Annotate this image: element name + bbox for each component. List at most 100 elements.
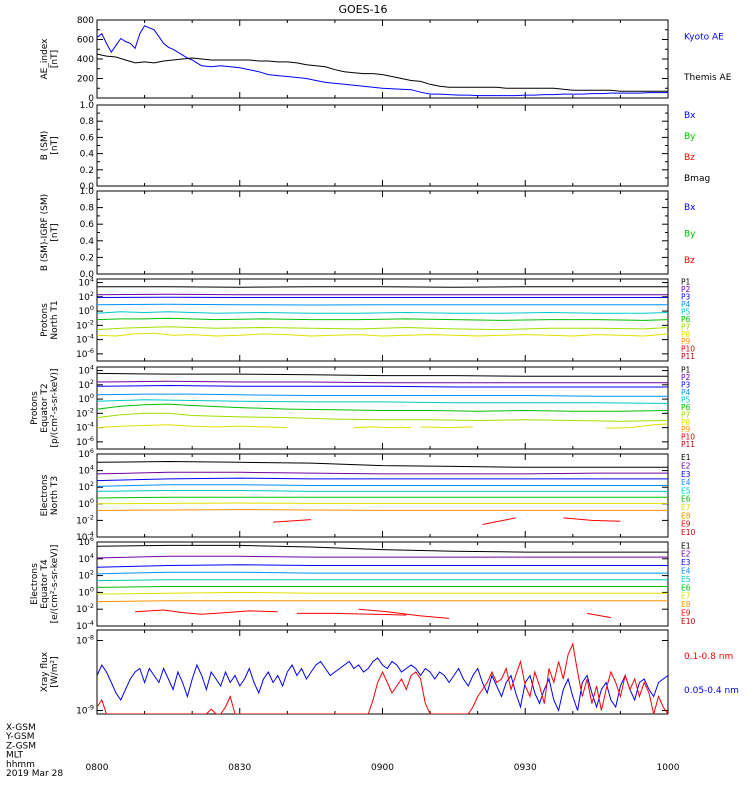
legend-entry: P1 — [681, 278, 691, 287]
series-line-p8 — [97, 424, 288, 429]
series-group — [97, 372, 668, 429]
footer-row-label: 2019 Mar 28 — [6, 769, 63, 779]
series-line-themis-ae — [97, 53, 668, 92]
legend-entry: P9 — [681, 337, 691, 346]
legend-entry: E3 — [681, 558, 691, 567]
footer-row-label: Y-GSM — [5, 732, 34, 742]
time-tick-label: 0930 — [514, 763, 537, 773]
y-tick-label: 0 — [88, 94, 94, 104]
y-tick-label: 1.0 — [80, 187, 95, 197]
legend-entry: P8 — [681, 330, 691, 339]
legend-entry: E1 — [681, 541, 691, 550]
legend-entry: P5 — [681, 395, 691, 404]
y-axis-label: North T1 — [50, 300, 60, 339]
y-tick-label: 0.6 — [80, 133, 95, 143]
legend-entry: E5 — [681, 486, 691, 495]
series-line-p8 — [97, 332, 668, 337]
panel-xray: 10-9 10-8 Xray flux [W/m²] 0.1-0.8 nm 0.05-0.… — [40, 629, 739, 717]
y-tick-label: 0.6 — [80, 220, 95, 230]
y-axis-label: [W/m²] — [50, 656, 60, 687]
series-group — [97, 460, 668, 525]
legend-entry: P4 — [681, 300, 691, 309]
legend-entry: By — [684, 230, 696, 240]
y-axis-label: B (SM)-IGRF (SM) — [40, 194, 50, 271]
legend-entry: P7 — [681, 410, 691, 419]
legend-entry: E5 — [681, 575, 691, 584]
series-line-p6 — [97, 403, 668, 412]
legend-entry: P2 — [681, 373, 691, 382]
y-tick-label: 0.0 — [80, 270, 95, 280]
series-line-e3 — [97, 564, 668, 568]
legend-entry: E6 — [681, 495, 691, 504]
plot-title: GOES-16 — [338, 3, 387, 16]
series-line-e9 — [296, 612, 407, 616]
legend-entry: E10 — [681, 528, 696, 537]
series-line-0-1-0-8-nm — [97, 642, 668, 714]
legend-entry: P9 — [681, 425, 691, 434]
y-tick-label: 10-2 — [76, 406, 94, 419]
y-tick-label: 10-2 — [76, 318, 94, 331]
legend-entry: P11 — [681, 440, 695, 449]
legend-entry: P6 — [681, 315, 691, 324]
series-group — [97, 642, 668, 714]
time-tick-label: 1000 — [657, 763, 680, 773]
y-axis-label: Protons — [40, 303, 50, 337]
series-line-0-05-0-4-nm — [97, 657, 668, 713]
y-axis-label: Electrons — [30, 563, 40, 605]
series-line-p6 — [97, 317, 668, 321]
series-line-p1 — [97, 372, 668, 377]
legend-entry: Bz — [684, 256, 695, 266]
series-line-p4 — [97, 303, 668, 306]
y-tick-label: 0.0 — [80, 182, 95, 192]
series-line-e1 — [97, 460, 668, 468]
legend-entry: P1 — [681, 366, 691, 375]
series-line-e6 — [97, 586, 668, 588]
y-axis-label: North T3 — [50, 476, 60, 515]
y-tick-label: 104 — [78, 464, 94, 477]
y-axis-label: Electrons — [40, 474, 50, 516]
series-line-e8 — [97, 509, 668, 511]
y-tick-label: 0.2 — [80, 253, 94, 263]
series-line-p5 — [97, 311, 668, 314]
legend-entry: Bx — [684, 203, 696, 213]
panel-frame — [96, 541, 669, 627]
legend-entry: P11 — [681, 352, 695, 361]
series-line-e2 — [97, 555, 668, 559]
y-tick-label: 102 — [78, 378, 94, 391]
y-tick-label: 104 — [78, 552, 94, 565]
legend-entry: E8 — [681, 511, 691, 520]
series-line-p4 — [97, 393, 668, 397]
legend-entry: E7 — [681, 503, 691, 512]
y-tick-label: 0.2 — [80, 166, 94, 176]
y-tick-label: 102 — [78, 569, 94, 582]
legend-entry: Bz — [684, 153, 695, 163]
time-tick-label: 0900 — [371, 763, 394, 773]
legend-entry: E8 — [681, 600, 691, 609]
y-tick-label: 200 — [77, 75, 94, 85]
panel-frame — [96, 190, 669, 275]
legend-entry: E2 — [681, 462, 691, 471]
series-line-e9 — [135, 609, 278, 615]
series-line-e5 — [97, 490, 668, 492]
series-group — [97, 544, 668, 619]
y-axis-label: Equator T4 — [40, 559, 50, 609]
y-tick-label: 400 — [77, 55, 94, 65]
series-line-p8 — [353, 426, 412, 429]
y-tick-label: 0.8 — [80, 117, 95, 127]
legend-entry: E2 — [681, 550, 691, 559]
legend-entry: P3 — [681, 293, 691, 302]
series-line-p8 — [606, 423, 668, 429]
panel-frame — [96, 366, 669, 450]
y-axis-label: B (SM) — [40, 131, 50, 161]
legend-entry: P8 — [681, 418, 691, 427]
y-axis-label: [p/(cm²-s-sr-keV)] — [50, 369, 60, 448]
y-axis-label: [nT] — [50, 136, 60, 154]
time-tick-label: 0830 — [228, 763, 251, 773]
legend-entry: E7 — [681, 592, 691, 601]
y-tick-label: 100 — [78, 497, 94, 510]
series-line-p5 — [97, 399, 668, 404]
